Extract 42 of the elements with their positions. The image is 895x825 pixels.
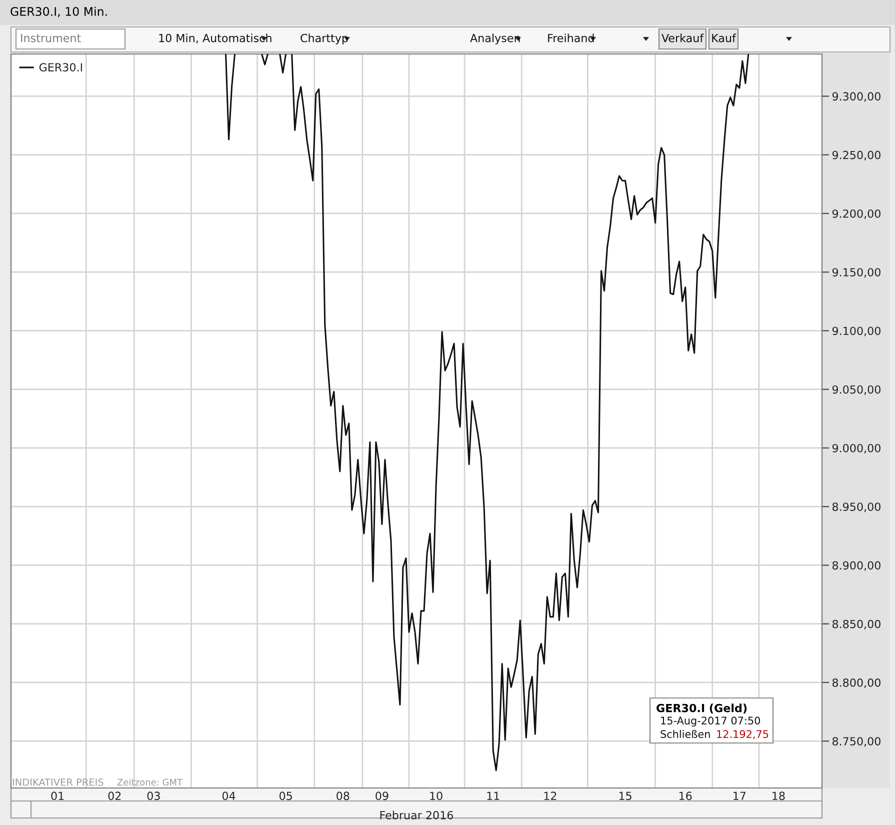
y-tick-label: 9.050,00 — [832, 385, 880, 395]
x-tick-label: 09 — [376, 792, 388, 800]
annotation: 12.192,75 — [717, 730, 768, 740]
x-tick-label: 16 — [679, 792, 692, 800]
annotation: Zeitzone: GMT — [117, 778, 183, 786]
y-tick-label: 8.950,00 — [832, 502, 880, 512]
x-tick-label: 12 — [544, 792, 556, 800]
y-tick-label: 8.850,00 — [832, 620, 880, 630]
text: Kauf — [712, 34, 736, 42]
y-tick-label: 9.300,00 — [832, 92, 880, 102]
y-tick-label: 8.800,00 — [832, 678, 880, 688]
x-axis-title: Februar 2016 — [380, 810, 454, 820]
text: Verkauf — [662, 34, 704, 42]
y-tick-label: 9.200,00 — [832, 209, 880, 219]
x-tick-label: 11 — [487, 792, 500, 800]
y-tick-label: 8.750,00 — [832, 737, 880, 747]
x-tick-label: 08 — [336, 792, 350, 800]
annotation: GER30.I (Geld) — [656, 704, 747, 714]
x-tick-label: 01 — [51, 792, 64, 800]
y-tick-label: 9.250,00 — [832, 150, 880, 160]
annotation: INDIKATIVER PREIS — [12, 778, 104, 786]
annotation: 15-Aug-2017 07:50 — [661, 716, 760, 727]
text: Instrument — [21, 34, 81, 42]
y-tick-label: 9.000,00 — [832, 444, 880, 454]
x-tick-label: 10 — [430, 792, 442, 800]
x-tick-label: 05 — [280, 792, 292, 800]
y-tick-label: 9.100,00 — [832, 326, 880, 336]
legend-label: GER30.I — [39, 63, 82, 72]
text: Freihand — [548, 34, 594, 42]
text: 10 Min, Automatisch — [159, 34, 272, 44]
chart-title: GER30.I, 10 Min. — [10, 6, 107, 18]
text: Charttyp — [300, 34, 348, 44]
x-tick-label: 03 — [147, 792, 160, 800]
y-tick-label: 8.900,00 — [832, 561, 880, 571]
x-tick-label: 04 — [222, 792, 236, 800]
x-tick-label: 15 — [619, 792, 632, 800]
text: Analysen — [470, 34, 520, 44]
annotation: Schließen — [660, 730, 710, 738]
y-tick-label: 9.150,00 — [832, 268, 880, 278]
x-tick-label: 02 — [108, 792, 121, 800]
x-tick-label: 17 — [734, 792, 746, 800]
x-tick-label: 18 — [772, 792, 785, 800]
